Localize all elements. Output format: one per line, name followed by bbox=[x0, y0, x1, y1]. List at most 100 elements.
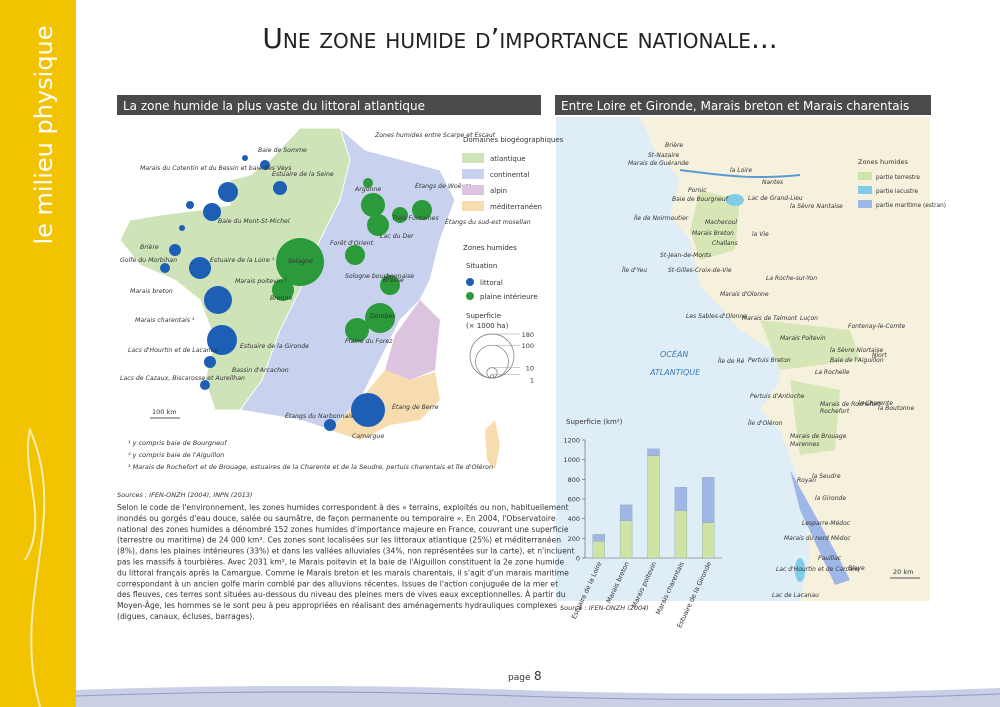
map-label: Marais du Cotentin et du Bessin et baie … bbox=[140, 164, 292, 172]
france-map bbox=[119, 127, 500, 470]
sources: Sources : IFEN-ONZH (2004), INPN (2013) bbox=[117, 491, 253, 499]
map-label: la Gironde bbox=[815, 495, 846, 502]
map-label: Dombes bbox=[370, 313, 396, 320]
map-label: la Sèvre Nantaise bbox=[790, 203, 843, 210]
map-label: Marais de Rochefort bbox=[820, 401, 881, 408]
size-label: 180 bbox=[522, 331, 534, 339]
bar-segment bbox=[592, 541, 605, 559]
legend-item: partie terrestre bbox=[876, 175, 920, 181]
map-label: Fontenay-le-Comte bbox=[848, 323, 906, 330]
bar-segment bbox=[702, 522, 715, 559]
legend-swatch bbox=[462, 169, 484, 179]
map-label: Marais Breton bbox=[692, 230, 734, 237]
map-label: Trois Fontaines bbox=[392, 214, 439, 222]
map-label: Pauillac bbox=[818, 555, 842, 562]
map-label: Lacs de Cazaux, Biscarosse et Aureilhan bbox=[120, 374, 245, 382]
map-label: Marennes bbox=[790, 441, 819, 448]
map-label: Île de Ré bbox=[718, 358, 745, 365]
map-label: Argonne bbox=[354, 186, 381, 193]
map-label: Estuaire de la Seine bbox=[272, 170, 334, 178]
map-label: Baie de Somme bbox=[258, 147, 307, 154]
map-label: Île d'Yeu bbox=[622, 267, 647, 274]
map-label: Machecoul bbox=[705, 219, 737, 226]
sidebar-label: le milieu physique bbox=[30, 25, 58, 244]
coast-map bbox=[556, 117, 930, 601]
legend-swatch bbox=[462, 153, 484, 163]
size-label: 10 bbox=[526, 365, 534, 373]
size-label: 1 bbox=[530, 377, 534, 385]
map-label: Marais de Guérande bbox=[628, 160, 689, 167]
map-label: Zones humides entre Scarpe et Escaut bbox=[374, 131, 496, 139]
map-label: Lac de Grand-Lieu bbox=[748, 195, 803, 202]
map-label: Royan bbox=[797, 477, 816, 484]
paragraph-line: (8%), dans les plaines intérieures (33%)… bbox=[117, 547, 575, 556]
legend-title: Zones humides bbox=[858, 158, 909, 166]
map-label: ATLANTIQUE bbox=[649, 368, 701, 377]
map-label: Lac du Der bbox=[380, 233, 414, 240]
map-label: Étangs du sud-est mosellan bbox=[445, 217, 531, 226]
sidebar bbox=[0, 0, 76, 707]
map-label: Lac d'Hourtin et de Carcans bbox=[776, 566, 859, 573]
bar-segment bbox=[619, 520, 633, 559]
y-tick-label: 1000 bbox=[563, 456, 580, 464]
sea bbox=[556, 117, 810, 601]
legend-item: atlantique bbox=[490, 155, 526, 163]
map-label: Pornic bbox=[688, 187, 707, 194]
loire-river bbox=[679, 169, 801, 179]
map-label: la Loire bbox=[730, 167, 752, 174]
map-label: Étangs du Narbonnais bbox=[285, 411, 354, 420]
bar-segment bbox=[647, 455, 660, 559]
legend-item: partie maritime (estran) bbox=[876, 203, 946, 209]
map-label: Marais de Brouage bbox=[790, 433, 847, 440]
page-title: Une zone humide d’importance nationale..… bbox=[262, 22, 777, 55]
map-label: la Boutonne bbox=[878, 405, 914, 412]
footnote: ¹ y compris baie de Bourgneuf bbox=[128, 439, 228, 447]
marais-poitevin-zone bbox=[760, 320, 860, 370]
y-axis-label: Superficie (km²) bbox=[566, 418, 623, 426]
map-label: Camargue bbox=[352, 433, 384, 440]
gironde-estuary bbox=[790, 470, 850, 585]
map-label: Nantes bbox=[762, 179, 783, 186]
map-label: Marais breton bbox=[130, 287, 173, 295]
map-label: Estuaire de la Loire ¹ bbox=[210, 256, 275, 264]
y-tick-label: 1200 bbox=[563, 437, 580, 445]
map-label: Brière bbox=[665, 142, 683, 149]
map-label: Niort bbox=[872, 352, 887, 359]
map-label: Golfe du Morbihan bbox=[120, 257, 177, 264]
map-label: Île de Noirmoutier bbox=[634, 215, 689, 222]
map-label: la Sèvre Niortaise bbox=[830, 347, 883, 354]
footer-line bbox=[75, 691, 1000, 701]
right-heading: Entre Loire et Gironde, Marais breton et… bbox=[561, 99, 909, 113]
y-tick-label: 600 bbox=[568, 496, 580, 504]
map-label: la Seudre bbox=[812, 473, 841, 480]
map-label: la Charente bbox=[858, 400, 893, 407]
y-tick-label: 800 bbox=[568, 476, 580, 484]
map-label: Luçon bbox=[800, 315, 818, 322]
legend-title: Zones humides bbox=[463, 244, 517, 252]
map-label: Île d'Oléron bbox=[748, 420, 783, 427]
hourtin-lake bbox=[795, 558, 805, 582]
map-label: St-Gilles-Croix-de-Vie bbox=[668, 267, 732, 274]
left-heading-bar bbox=[117, 95, 541, 115]
legend-title: Domaines biogéographiques bbox=[463, 136, 564, 144]
bar-segment bbox=[647, 448, 660, 456]
map-label: Marais d'Olonne bbox=[720, 291, 769, 298]
map-label: St-Jean-de-Monts bbox=[660, 252, 711, 259]
map-label: Brenne bbox=[270, 295, 292, 302]
legend-item: continental bbox=[490, 171, 529, 179]
map-label: Blaye bbox=[848, 565, 865, 572]
y-tick-label: 400 bbox=[568, 515, 580, 523]
map-label: Challans bbox=[712, 240, 738, 247]
map-label: OCÉAN bbox=[660, 348, 688, 359]
legend-dot bbox=[466, 292, 474, 300]
y-tick-label: 200 bbox=[568, 535, 580, 543]
paragraph-line: Moyen-Âge, les hommes se le sont peu à p… bbox=[117, 601, 557, 610]
bar-segment bbox=[674, 487, 688, 512]
map-label: Brière bbox=[140, 243, 159, 251]
marais-breton-zone bbox=[690, 190, 740, 260]
legend-item: alpin bbox=[490, 187, 507, 195]
map-label: St-Nazaire bbox=[648, 152, 679, 159]
map-label: Forêt d'Orient bbox=[330, 239, 374, 247]
paragraph-line: national des zones humides a dénombré 15… bbox=[117, 525, 569, 534]
